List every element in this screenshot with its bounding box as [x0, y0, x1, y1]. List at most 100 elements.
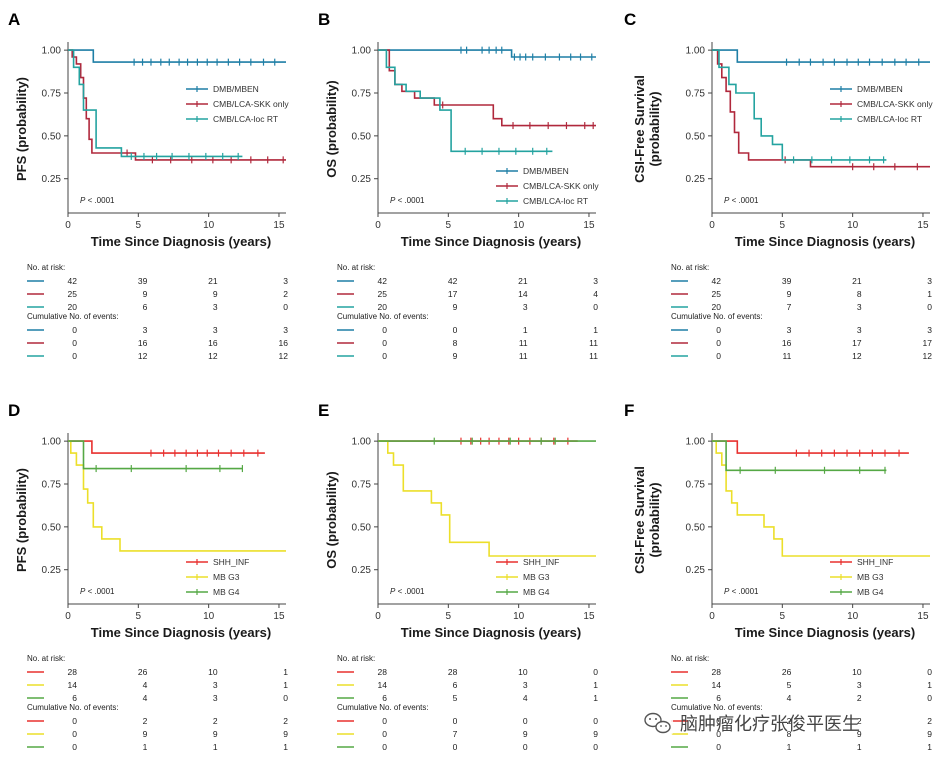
p-value-symbol: P [724, 196, 730, 205]
risk-table: No. at risk:42 42 21 325 17 14 420 9 3 0Cumulativ… [337, 263, 598, 361]
events-value: 0 [382, 325, 387, 335]
legend-label: MB G3 [213, 572, 240, 582]
events-value: 16 [278, 338, 288, 348]
at-risk-value: 4 [787, 693, 792, 703]
events-value: 1 [593, 325, 598, 335]
events-value: 16 [782, 338, 792, 348]
at-risk-value: 4 [143, 693, 148, 703]
series-mb-g3 [68, 440, 286, 552]
at-risk-value: 3 [213, 302, 218, 312]
at-risk-heading: No. at risk: [337, 263, 375, 272]
at-risk-value: 10 [208, 667, 218, 677]
y-tick-label: 0.25 [352, 174, 372, 185]
legend: DMB/MBEN CMB/LCA-SKK only CMB/LCA-loc RT [496, 166, 599, 206]
series-cmb-lca-skk-only [68, 49, 286, 164]
events-value: 0 [453, 742, 458, 752]
at-risk-heading: No. at risk: [27, 263, 65, 272]
events-value: 9 [593, 729, 598, 739]
events-value: 1 [857, 742, 862, 752]
legend-label: CMB/LCA-loc RT [857, 114, 922, 124]
legend-label: CMB/LCA-loc RT [523, 196, 588, 206]
survival-curve [712, 440, 909, 454]
events-value: 12 [278, 351, 288, 361]
at-risk-value: 20 [68, 302, 78, 312]
legend-label: SHH_INF [857, 557, 893, 567]
at-risk-value: 39 [782, 276, 792, 286]
y-tick-label: 0.75 [42, 480, 62, 491]
at-risk-value: 21 [852, 276, 862, 286]
survival-curve [68, 49, 286, 63]
x-axis-title: Time Since Diagnosis (years) [91, 234, 271, 249]
events-value: 12 [852, 351, 862, 361]
p-value: P < .0001 [724, 587, 759, 596]
survival-curve [712, 49, 930, 168]
events-value: 0 [72, 325, 77, 335]
at-risk-value: 14 [712, 680, 722, 690]
at-risk-value: 21 [518, 276, 528, 286]
watermark: 脑肿瘤化疗张俊平医生 [643, 710, 860, 736]
at-risk-value: 28 [378, 667, 388, 677]
events-value: 0 [382, 742, 387, 752]
y-tick-label: 0.25 [352, 565, 372, 576]
risk-table: No. at risk:42 39 21 3 25 9 9 2 20 6 3 0 Cumulative … [27, 263, 288, 361]
events-value: 11 [589, 338, 598, 348]
y-tick-label: 0.75 [686, 89, 706, 100]
at-risk-value: 0 [593, 302, 598, 312]
events-value: 0 [716, 729, 721, 739]
series-mb-g3 [712, 440, 930, 557]
at-risk-value: 0 [283, 302, 288, 312]
x-tick-label: 15 [917, 611, 929, 622]
at-risk-value: 7 [787, 302, 792, 312]
events-value: 16 [138, 338, 148, 348]
at-risk-heading: No. at risk: [671, 263, 709, 272]
at-risk-value: 39 [138, 276, 148, 286]
legend: SHH_INF MB G3 MB G4 [186, 557, 249, 597]
events-value: 0 [72, 742, 77, 752]
x-tick-label: 15 [917, 220, 929, 231]
survival-curve [68, 440, 286, 552]
legend-label: CMB/LCA-SKK only [213, 99, 289, 109]
p-value: P < .0001 [390, 587, 425, 596]
events-value: 9 [453, 351, 458, 361]
y-axis-title-line: CSI-Free Survival [632, 466, 647, 574]
at-risk-value: 3 [593, 276, 598, 286]
x-axis-title: Time Since Diagnosis (years) [401, 234, 581, 249]
events-value: 12 [208, 351, 218, 361]
y-axis-title: OS (probability) [324, 80, 339, 178]
y-axis-title-line: (probability) [647, 91, 662, 166]
legend-label: DMB/MBEN [857, 84, 903, 94]
at-risk-value: 14 [68, 680, 78, 690]
legend-label: CMB/LCA-SKK only [523, 181, 599, 191]
x-tick-label: 0 [65, 220, 71, 231]
x-axis-title: Time Since Diagnosis (years) [735, 234, 915, 249]
events-value: 0 [716, 338, 721, 348]
legend-label: MB G3 [523, 572, 550, 582]
x-tick-label: 5 [136, 611, 142, 622]
panel-letter: E [318, 401, 329, 420]
x-tick-label: 10 [847, 220, 859, 231]
at-risk-value: 28 [448, 667, 458, 677]
p-value-number: < .0001 [729, 587, 759, 596]
at-risk-value: 9 [453, 302, 458, 312]
events-value: 2 [283, 716, 288, 726]
events-value: 2 [143, 716, 148, 726]
events-value: 12 [922, 351, 932, 361]
events-value: 11 [519, 351, 528, 361]
survival-curve [378, 49, 596, 58]
at-risk-value: 28 [712, 667, 722, 677]
panel-letter: A [8, 10, 20, 29]
x-tick-label: 5 [446, 611, 452, 622]
series-cmb-lca-skk-only [378, 49, 596, 130]
y-tick-label: 0.25 [42, 565, 62, 576]
legend-label: DMB/MBEN [523, 166, 569, 176]
risk-table: No. at risk:42 39 21 325 9 8 120 7 3 0Cumulative … [671, 263, 932, 361]
legend: SHH_INF MB G3 MB G4 [830, 557, 893, 597]
events-heading: Cumulative No. of events: [337, 312, 429, 321]
y-tick-label: 0.50 [686, 131, 706, 142]
y-tick-label: 0.50 [352, 522, 372, 533]
at-risk-value: 1 [283, 680, 288, 690]
events-value: 3 [927, 325, 932, 335]
